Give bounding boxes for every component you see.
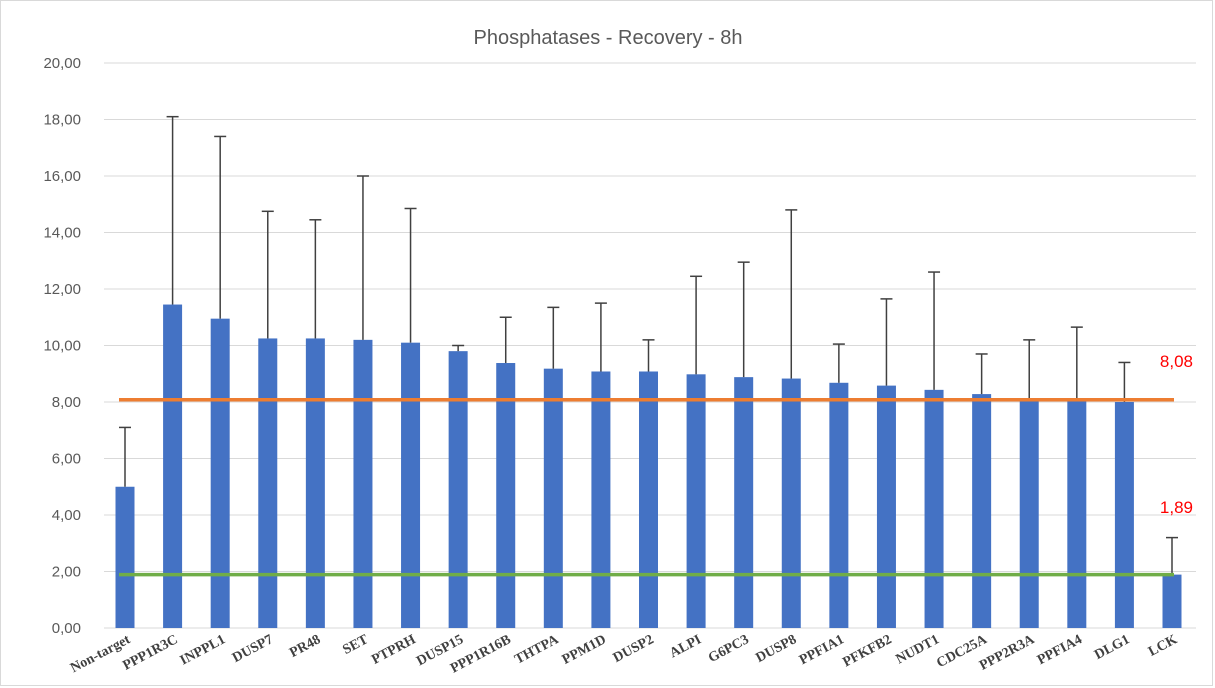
bar — [1019, 399, 1039, 628]
bar — [496, 363, 516, 628]
bar — [639, 371, 658, 628]
y-axis-ticks: 0,00 2,00 4,00 6,00 8,00 10,00 12,00 14,00 16,00… — [43, 55, 81, 637]
y-tick-label: 14,00 — [43, 225, 81, 242]
x-tick-label: PPM1D — [560, 632, 609, 668]
y-tick-label: 12,00 — [43, 281, 81, 298]
bar — [591, 371, 611, 628]
x-tick-label: PR48 — [287, 632, 323, 661]
reference-value-label: 8,08 — [1160, 352, 1193, 371]
reference-value-label: 1,89 — [1160, 498, 1193, 517]
bar — [1162, 574, 1182, 628]
x-tick-label: DLG1 — [1092, 632, 1132, 663]
y-tick-label: 10,00 — [43, 338, 81, 355]
y-tick-label: 2,00 — [52, 564, 81, 581]
bar — [115, 486, 135, 628]
y-tick-label: 0,00 — [52, 620, 81, 637]
y-tick-label: 20,00 — [43, 55, 81, 72]
x-tick-label: PPP2R3A — [977, 632, 1038, 674]
x-tick-label: PPFIA4 — [1035, 632, 1085, 668]
bars — [115, 304, 1182, 628]
x-tick-label: DUSP7 — [230, 632, 276, 666]
reference-lines: 8,08 1,89 — [119, 352, 1193, 577]
x-tick-label: DUSP8 — [754, 632, 800, 666]
bar — [305, 338, 325, 628]
bar — [163, 304, 183, 628]
bar — [686, 374, 706, 628]
bar — [1067, 399, 1087, 628]
bar — [829, 382, 849, 628]
x-tick-label: PFKFB2 — [841, 632, 895, 670]
x-tick-label: PPFIA1 — [797, 632, 847, 668]
y-tick-label: 6,00 — [52, 451, 81, 468]
bar — [1114, 402, 1134, 628]
chart-title: Phosphatases - Recovery - 8h — [473, 27, 742, 49]
x-tick-label: LCK — [1146, 632, 1180, 660]
y-tick-label: 8,00 — [52, 394, 81, 411]
x-tick-label: SET — [340, 632, 371, 658]
bar — [401, 342, 421, 628]
x-tick-label: ALPI — [667, 632, 704, 661]
y-tick-label: 16,00 — [43, 168, 81, 185]
bar — [734, 377, 754, 628]
bar — [353, 339, 373, 628]
x-tick-label: THTPA — [512, 632, 561, 668]
x-tick-label: INPPL1 — [178, 632, 228, 668]
x-tick-label: PTPRH — [369, 632, 418, 668]
x-tick-label: NUDT1 — [894, 632, 942, 667]
bar — [781, 378, 801, 628]
x-tick-label: G6PC3 — [706, 632, 752, 666]
x-tick-label: PPP1R3C — [121, 632, 181, 673]
bar — [543, 368, 563, 628]
y-tick-label: 4,00 — [52, 507, 81, 524]
error-bars — [119, 115, 1178, 575]
bar — [924, 389, 944, 628]
bar — [972, 394, 992, 628]
bar — [210, 318, 230, 628]
x-tick-label: Non-target — [68, 632, 133, 676]
x-tick-label: DUSP2 — [611, 632, 657, 666]
bar — [258, 338, 278, 628]
y-tick-label: 18,00 — [43, 112, 81, 129]
bar — [876, 385, 896, 628]
bar — [448, 351, 468, 628]
